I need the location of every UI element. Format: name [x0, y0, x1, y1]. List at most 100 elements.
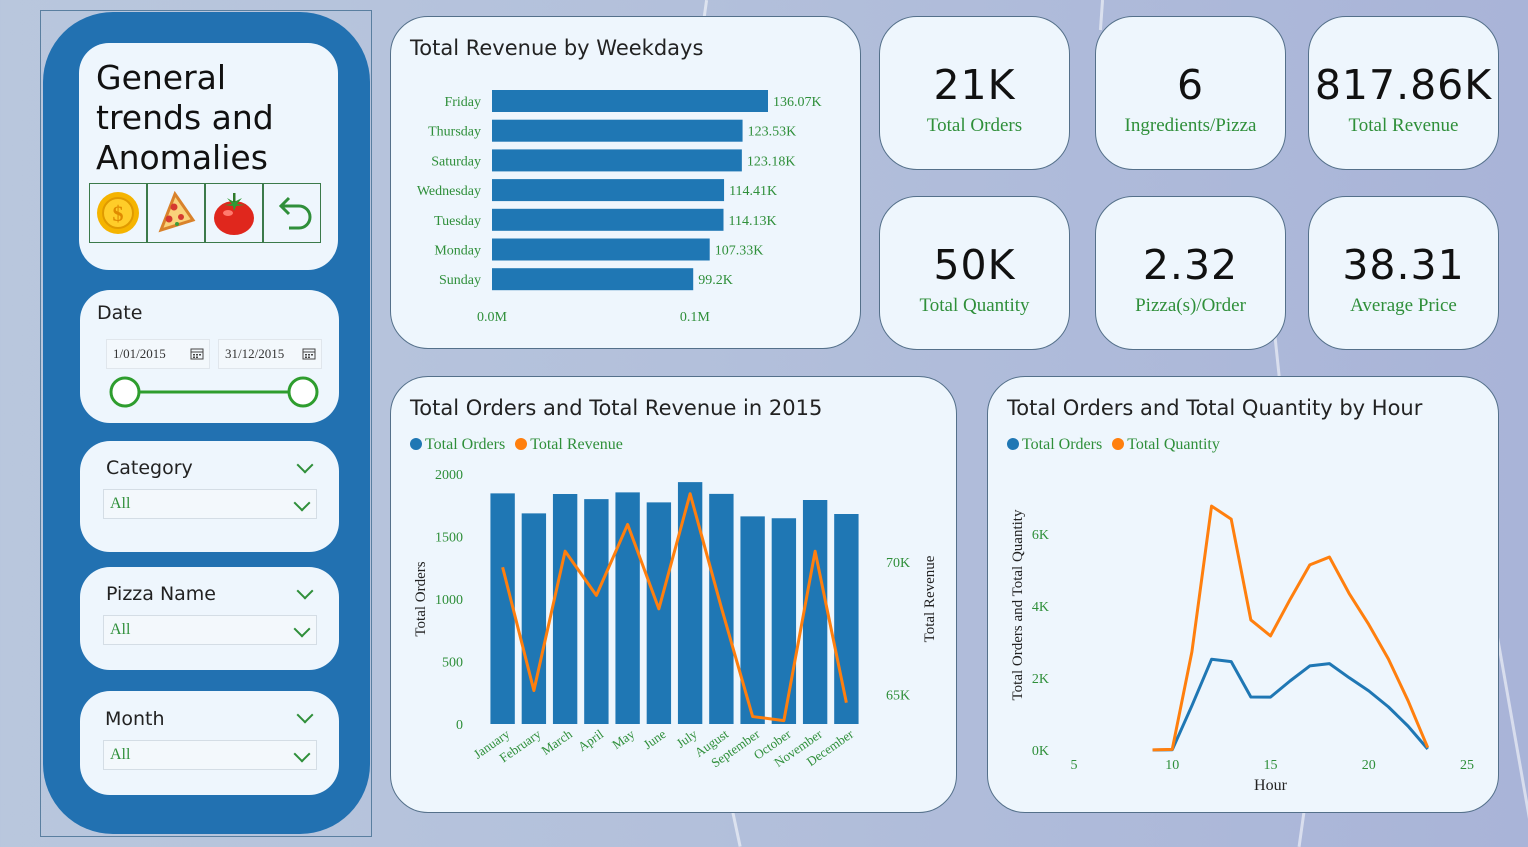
category-label: Wednesday — [417, 184, 481, 199]
calendar-icon[interactable] — [190, 347, 204, 360]
kpi-card-average-price: 38.31 Average Price — [1308, 196, 1499, 350]
bar — [552, 494, 578, 724]
weekday-revenue-chart: Friday 136.07K Thursday 123.53K Saturday 123.… — [417, 90, 822, 325]
data-label: 123.53K — [748, 125, 797, 140]
hourly-orders-quantity-chart: 0K 2K 4K 6K 5 10 15 20 25 Hour Total Orders and To… — [1010, 504, 1474, 794]
data-label: 114.41K — [729, 184, 777, 199]
category-dropdown[interactable]: All — [103, 489, 317, 519]
orders-line — [1152, 657, 1429, 752]
x-tick-label: 5 — [1071, 758, 1078, 773]
revenue-line — [501, 492, 848, 723]
y-axis-title: Total Orders and Total Quantity — [1010, 509, 1026, 700]
bar — [646, 502, 672, 724]
kpi-value: 2.32 — [1142, 241, 1239, 289]
end-date-value: 31/12/2015 — [225, 346, 285, 361]
legend-label: Total Quantity — [1127, 436, 1220, 453]
y-tick-label: 0K — [1032, 744, 1049, 759]
legend-dot — [1112, 438, 1125, 450]
legend-dot — [1007, 438, 1019, 450]
bar — [492, 90, 768, 112]
x-tick-label: 0.1M — [680, 310, 711, 325]
kpi-card-total-orders: 21K Total Orders — [879, 16, 1070, 170]
legend-label: Total Orders — [425, 436, 506, 453]
sidebar-frame — [40, 10, 372, 837]
revenue-page-button[interactable]: $ — [89, 183, 147, 243]
bar — [492, 208, 724, 231]
x-tick-label: 25 — [1460, 758, 1474, 773]
start-date-input[interactable]: 1/01/2015 — [106, 339, 210, 369]
kpi-label: Total Orders — [926, 115, 1023, 136]
chart-legend: Total Orders Total Quantity — [1007, 436, 1220, 454]
legend-item[interactable]: Total Revenue — [515, 436, 623, 454]
category-label: Monday — [434, 244, 481, 259]
bar — [771, 518, 797, 724]
navigation-buttons: $ — [89, 183, 321, 245]
category-label: Thursday — [428, 125, 481, 140]
calendar-icon[interactable] — [302, 347, 316, 360]
chevron-down-icon — [293, 494, 311, 512]
category-dropdown-value: All — [110, 495, 131, 512]
slider-start-handle[interactable] — [109, 376, 141, 408]
bar — [740, 516, 765, 724]
pizza-name-dropdown-value: All — [110, 621, 131, 638]
category-label: Friday — [444, 95, 481, 110]
kpi-card-total-revenue: 817.86K Total Revenue — [1308, 16, 1499, 170]
background-line — [1297, 811, 1306, 847]
month-dropdown-value: All — [110, 746, 131, 763]
bar — [802, 500, 828, 724]
legend-item[interactable]: Total Orders — [410, 436, 505, 454]
hourly-panel — [987, 376, 1499, 813]
chevron-down-icon — [293, 745, 311, 763]
pizza-name-slicer-title: Pizza Name — [106, 583, 217, 605]
x-tick-label: 20 — [1362, 758, 1376, 773]
kpi-label: Average Price — [1350, 295, 1457, 316]
kpi-value: 6 — [1176, 61, 1205, 109]
y-tick-label: 500 — [442, 656, 463, 671]
ingredients-page-button[interactable] — [205, 183, 263, 243]
pizza-page-button[interactable] — [147, 183, 205, 243]
category-label: Saturday — [431, 154, 481, 169]
month-dropdown[interactable]: All — [103, 740, 317, 770]
back-button[interactable] — [263, 183, 321, 243]
bar — [492, 149, 742, 172]
date-range-slider[interactable] — [106, 374, 326, 410]
background-line — [1098, 0, 1105, 31]
chart-legend: Total Orders Total Revenue — [410, 436, 623, 454]
x-tick-label: 0.0M — [477, 310, 508, 325]
chevron-down-icon — [293, 620, 311, 638]
x-tick-label: 15 — [1264, 758, 1278, 773]
category-slicer-title: Category — [106, 457, 193, 479]
data-label: 123.18K — [747, 154, 796, 169]
legend-item[interactable]: Total Quantity — [1112, 436, 1220, 454]
kpi-label: Total Quantity — [919, 295, 1030, 316]
y-tick-label: 0 — [456, 718, 463, 733]
kpi-label: Total Revenue — [1348, 115, 1459, 136]
slider-end-handle[interactable] — [287, 376, 319, 408]
monthly-panel — [390, 376, 957, 813]
legend-item[interactable]: Total Orders — [1007, 436, 1102, 454]
month-slicer-title: Month — [105, 708, 165, 730]
bar — [490, 493, 515, 724]
kpi-value: 21K — [933, 61, 1016, 109]
page-title-line: trends and — [96, 98, 274, 137]
pizza-name-dropdown[interactable]: All — [103, 615, 317, 645]
data-label: 99.2K — [698, 273, 733, 288]
date-slicer-title: Date — [97, 302, 143, 324]
legend-label: Total Revenue — [530, 436, 623, 453]
bar — [615, 492, 640, 724]
end-date-input[interactable]: 31/12/2015 — [218, 339, 322, 369]
bar — [521, 513, 547, 724]
coin-icon: $ — [97, 192, 139, 234]
x-tick-label: March — [538, 726, 575, 758]
kpi-card-pizzas-per-order: 2.32 Pizza(s)/Order — [1095, 196, 1286, 350]
chart-title: Total Orders and Total Revenue in 2015 — [410, 396, 823, 420]
page-title-line: Anomalies — [96, 138, 268, 177]
back-arrow-icon — [278, 196, 312, 230]
legend-label: Total Orders — [1022, 436, 1103, 453]
kpi-value: 38.31 — [1342, 241, 1465, 289]
bar — [492, 268, 694, 291]
category-label: Tuesday — [434, 214, 481, 229]
y-tick-label: 1500 — [435, 531, 463, 546]
kpi-card-total-quantity: 50K Total Quantity — [879, 196, 1070, 350]
data-label: 107.33K — [715, 244, 764, 259]
